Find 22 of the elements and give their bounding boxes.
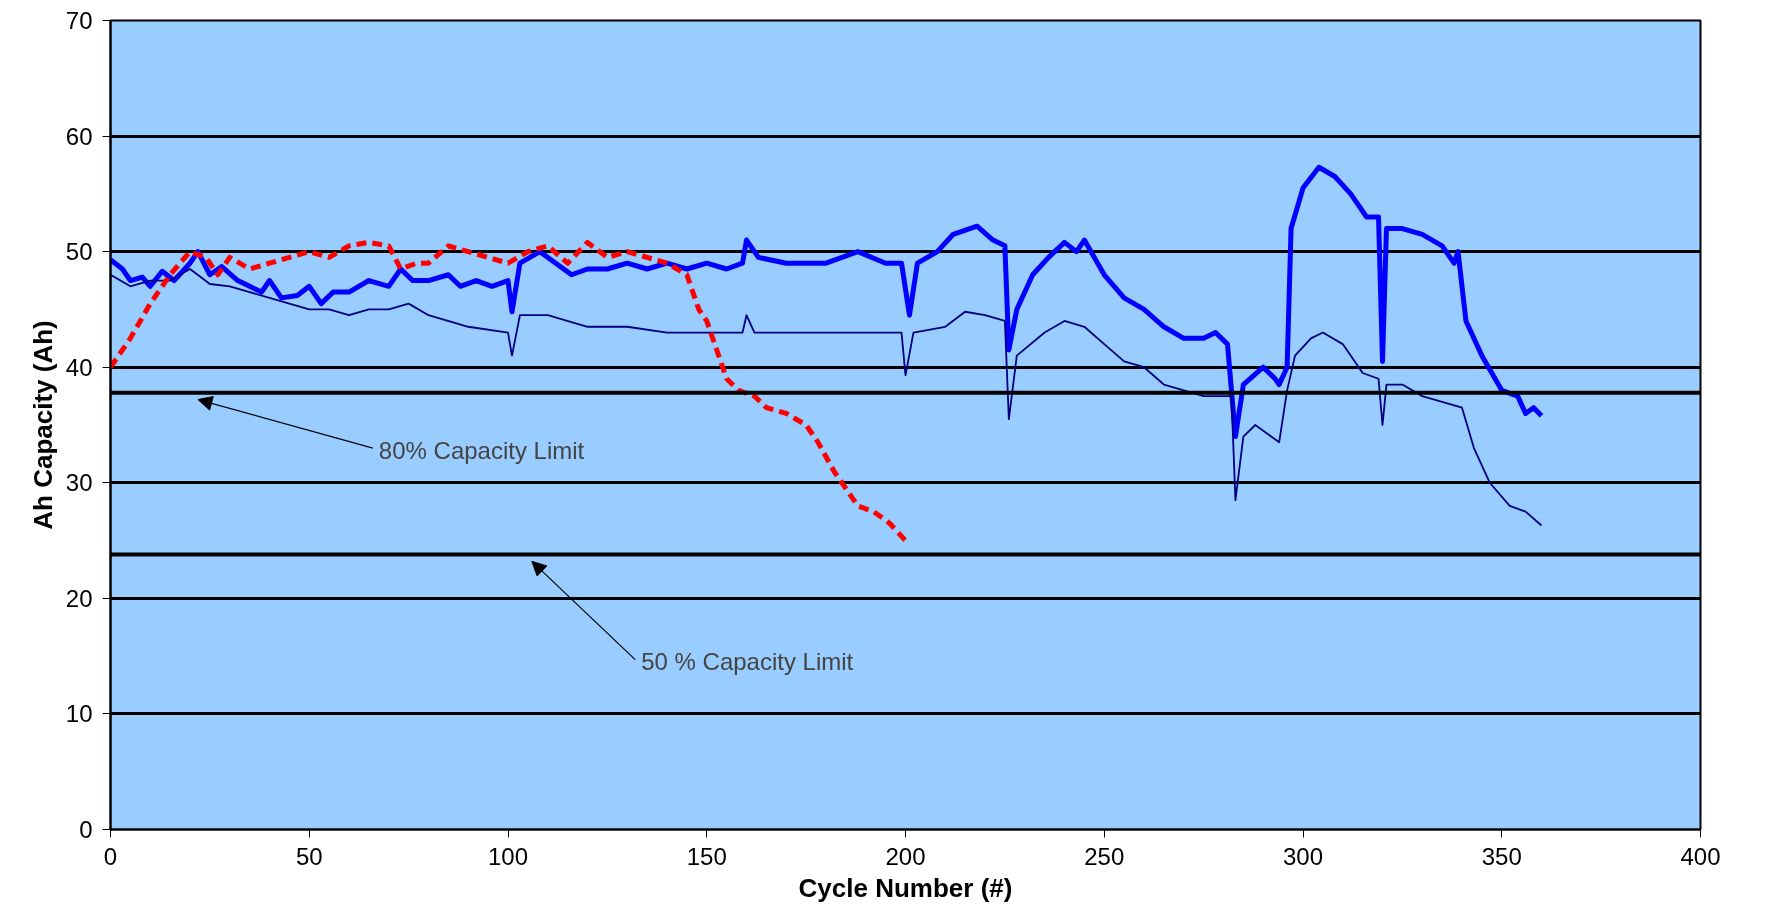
y-tick-label: 70 xyxy=(65,7,93,34)
x-tick-label: 200 xyxy=(885,842,926,870)
x-tick-label: 400 xyxy=(1680,842,1721,870)
ref-line-label: 50 % Capacity Limit xyxy=(641,648,854,676)
x-tick-label: 50 xyxy=(295,842,323,870)
y-tick-label: 30 xyxy=(65,469,93,497)
y-tick-label: 50 xyxy=(65,238,93,266)
y-tick-label: 20 xyxy=(65,584,93,612)
y-tick-label: 60 xyxy=(65,122,93,150)
y-tick-label: 40 xyxy=(65,353,93,381)
y-tick-label: 10 xyxy=(65,700,93,728)
line-series xyxy=(110,268,1543,527)
x-tick-label: 150 xyxy=(686,842,727,870)
x-tick-label: 300 xyxy=(1282,842,1324,870)
x-axis-title: Cycle Number (#) xyxy=(798,872,1013,903)
ref-line-label: 80% Capacity Limit xyxy=(378,436,585,464)
x-tick-label: 100 xyxy=(487,842,529,870)
y-axis-title: Ah Capacity (Ah) xyxy=(27,320,58,530)
x-tick-label: 350 xyxy=(1481,842,1522,870)
x-tick-label: 250 xyxy=(1084,842,1125,870)
x-tick-label: 0 xyxy=(103,842,118,870)
y-tick-label: 0 xyxy=(79,816,93,843)
